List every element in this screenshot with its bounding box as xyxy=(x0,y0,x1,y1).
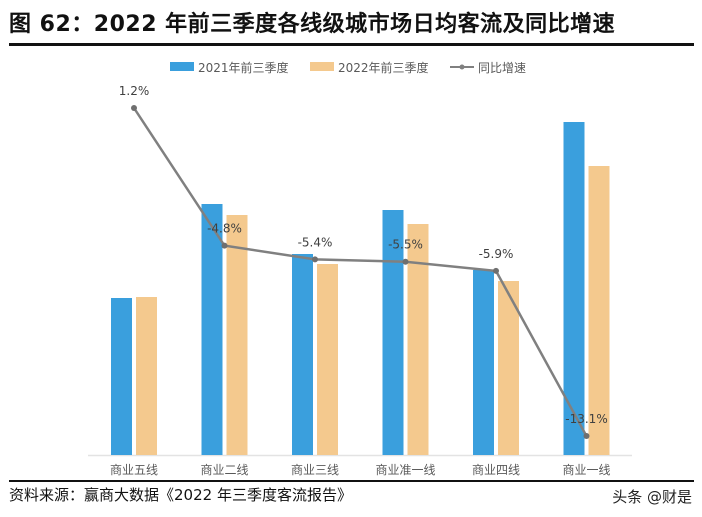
source-note: 资料来源：赢商大数据《2022 年三季度客流报告》 xyxy=(9,486,352,504)
growth-point-1 xyxy=(131,105,137,111)
growth-label-3: -5.4% xyxy=(298,235,333,249)
legend-swatch-1 xyxy=(170,62,194,71)
growth-label-4: -5.5% xyxy=(388,238,423,252)
growth-point-5 xyxy=(493,267,499,274)
growth-label-2: -4.8% xyxy=(207,222,242,236)
bar-2022-3 xyxy=(317,264,338,455)
growth-line xyxy=(132,107,588,437)
growth-point-6 xyxy=(583,433,590,440)
category-label-5: 商业四线 xyxy=(472,462,520,477)
bar-2022-4 xyxy=(407,224,429,455)
bottom-rule xyxy=(9,480,694,482)
growth-point-3 xyxy=(312,256,318,263)
watermark: 头条 @财是 xyxy=(612,488,692,506)
growth-label-5: -5.9% xyxy=(479,247,514,261)
category-label-3: 商业三线 xyxy=(291,462,339,477)
bar-2021-6 xyxy=(563,122,585,455)
legend-line-marker xyxy=(459,64,465,70)
figure-title: 图 62：2022 年前三季度各线级城市场日均客流及同比增速 xyxy=(9,12,616,37)
legend-label-3: 同比增速 xyxy=(478,61,526,75)
top-rule xyxy=(9,43,694,46)
bar-2021-3 xyxy=(292,254,313,455)
bar-2022-2 xyxy=(226,215,248,455)
category-label-1: 商业五线 xyxy=(110,462,158,477)
category-label-2: 商业二线 xyxy=(200,462,248,477)
bar-2021-1 xyxy=(111,298,132,455)
bar-2021-2 xyxy=(201,204,223,455)
growth-point-4 xyxy=(402,258,409,265)
category-label-6: 商业一线 xyxy=(562,462,610,477)
bar-2021-4 xyxy=(382,210,404,455)
growth-point-2 xyxy=(221,242,228,249)
bar-2022-1 xyxy=(136,297,157,455)
legend-swatch-2 xyxy=(310,62,334,71)
bar-2022-5 xyxy=(498,281,519,455)
category-label-4: 商业准一线 xyxy=(375,462,435,477)
bar-2022-6 xyxy=(588,166,610,455)
growth-label-1: 1.2% xyxy=(119,84,150,98)
growth-label-6: -13.1% xyxy=(565,412,607,426)
legend-label-2: 2022年前三季度 xyxy=(338,60,429,75)
bar-2021-5 xyxy=(473,270,494,455)
legend-label-1: 2021年前三季度 xyxy=(198,60,289,75)
